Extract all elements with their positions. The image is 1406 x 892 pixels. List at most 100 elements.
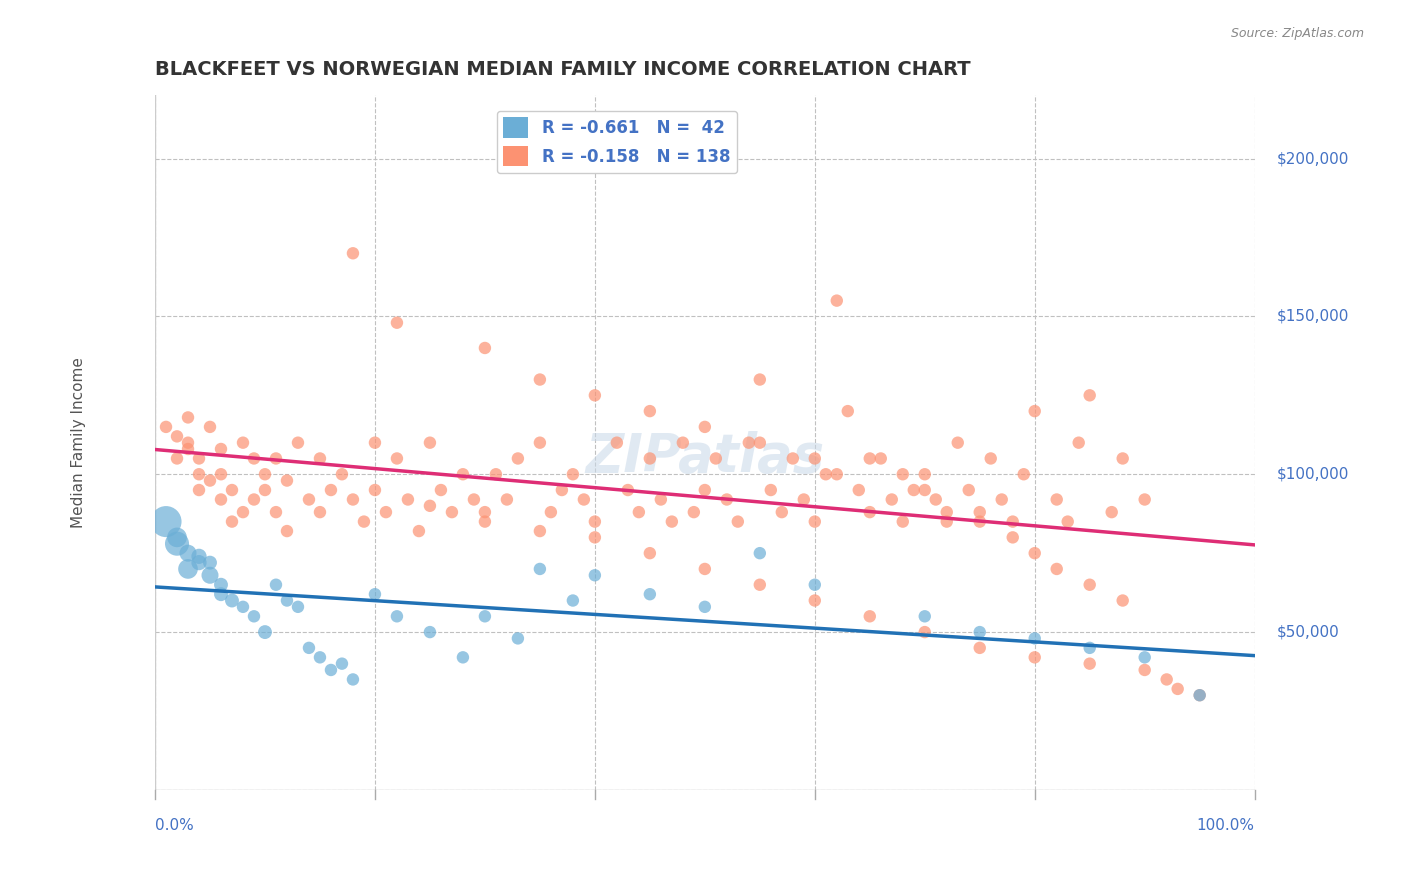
Point — [221, 483, 243, 497]
Point — [693, 562, 716, 576]
Point — [276, 474, 298, 488]
Point — [1056, 515, 1078, 529]
Point — [232, 505, 254, 519]
Point — [1101, 505, 1123, 519]
Point — [969, 505, 991, 519]
Point — [287, 435, 309, 450]
Point — [529, 524, 551, 538]
Point — [606, 435, 628, 450]
Point — [969, 515, 991, 529]
Point — [1078, 578, 1101, 592]
Point — [969, 625, 991, 640]
Point — [903, 483, 925, 497]
Point — [232, 435, 254, 450]
Point — [177, 546, 200, 560]
Text: $200,000: $200,000 — [1277, 151, 1348, 166]
Point — [1024, 546, 1046, 560]
Point — [638, 587, 661, 601]
Point — [419, 499, 441, 513]
Point — [1078, 657, 1101, 671]
Point — [287, 599, 309, 614]
Point — [716, 492, 738, 507]
Point — [440, 505, 463, 519]
Point — [496, 492, 519, 507]
Point — [759, 483, 782, 497]
Point — [198, 568, 221, 582]
Point — [177, 562, 200, 576]
Point — [309, 505, 332, 519]
Point — [1001, 515, 1024, 529]
Point — [188, 467, 211, 482]
Point — [825, 293, 848, 308]
Text: 0.0%: 0.0% — [155, 818, 194, 833]
Point — [627, 505, 650, 519]
Point — [561, 593, 583, 607]
Point — [880, 492, 903, 507]
Point — [330, 657, 353, 671]
Point — [276, 524, 298, 538]
Point — [693, 599, 716, 614]
Point — [419, 625, 441, 640]
Point — [748, 435, 770, 450]
Point — [638, 404, 661, 418]
Point — [309, 650, 332, 665]
Point — [869, 451, 891, 466]
Point — [825, 467, 848, 482]
Point — [540, 505, 562, 519]
Point — [969, 640, 991, 655]
Point — [793, 492, 815, 507]
Point — [693, 483, 716, 497]
Point — [264, 451, 287, 466]
Point — [661, 515, 683, 529]
Point — [451, 467, 474, 482]
Point — [1188, 688, 1211, 702]
Text: $150,000: $150,000 — [1277, 309, 1348, 324]
Point — [617, 483, 640, 497]
Point — [782, 451, 804, 466]
Point — [748, 578, 770, 592]
Text: BLACKFEET VS NORWEGIAN MEDIAN FAMILY INCOME CORRELATION CHART: BLACKFEET VS NORWEGIAN MEDIAN FAMILY INC… — [155, 60, 970, 78]
Point — [474, 505, 496, 519]
Point — [1112, 451, 1135, 466]
Point — [529, 372, 551, 386]
Point — [1078, 640, 1101, 655]
Point — [253, 625, 276, 640]
Point — [209, 587, 232, 601]
Point — [891, 467, 914, 482]
Point — [804, 593, 827, 607]
Point — [572, 492, 595, 507]
Point — [209, 578, 232, 592]
Point — [221, 515, 243, 529]
Point — [672, 435, 695, 450]
Point — [1078, 388, 1101, 402]
Point — [583, 530, 606, 544]
Point — [166, 451, 188, 466]
Point — [298, 640, 321, 655]
Point — [738, 435, 761, 450]
Point — [474, 515, 496, 529]
Point — [264, 578, 287, 592]
Point — [221, 593, 243, 607]
Point — [166, 429, 188, 443]
Point — [638, 546, 661, 560]
Point — [232, 599, 254, 614]
Point — [353, 515, 375, 529]
Point — [198, 420, 221, 434]
Point — [419, 435, 441, 450]
Point — [804, 451, 827, 466]
Point — [935, 505, 957, 519]
Point — [155, 420, 177, 434]
Point — [804, 515, 827, 529]
Point — [319, 663, 342, 677]
Point — [385, 316, 408, 330]
Point — [253, 467, 276, 482]
Point — [770, 505, 793, 519]
Point — [583, 388, 606, 402]
Point — [264, 505, 287, 519]
Point — [1012, 467, 1035, 482]
Point — [693, 420, 716, 434]
Point — [177, 410, 200, 425]
Point — [583, 568, 606, 582]
Point — [946, 435, 969, 450]
Point — [990, 492, 1012, 507]
